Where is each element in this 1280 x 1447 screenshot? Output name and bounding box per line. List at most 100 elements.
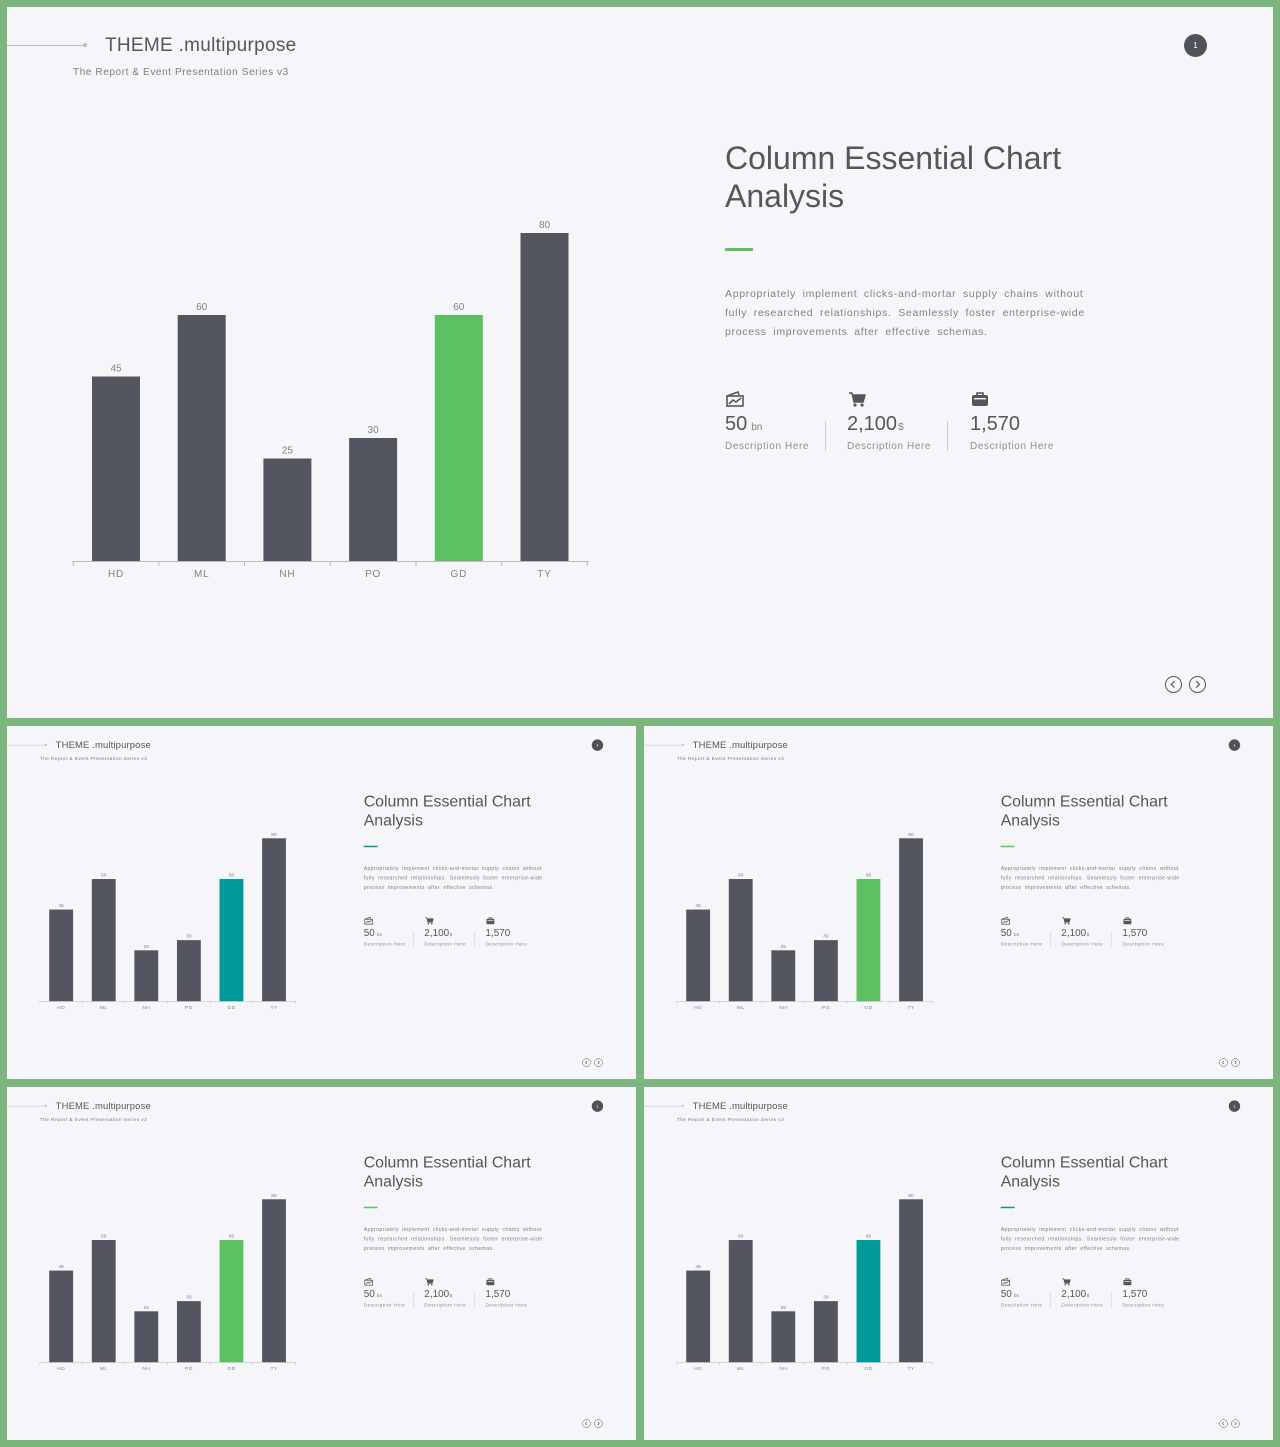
stat-item-3: 1,570 Description Here: [485, 917, 535, 947]
stat-value: 2,100: [424, 927, 450, 939]
page-number-badge: 1: [591, 739, 604, 751]
bar-value-label: 25: [781, 1305, 787, 1311]
page-number-badge: 1: [1228, 1100, 1241, 1112]
slide-thumbnail-4[interactable]: THEME .multipurpose The Report & Event P…: [644, 1087, 1273, 1440]
x-tick-label: PO: [185, 1366, 193, 1372]
brand-title: THEME .multipurpose: [55, 1100, 151, 1112]
slide-content: THEME .multipurpose The Report & Event P…: [7, 726, 636, 1079]
brand-title: THEME .multipurpose: [692, 739, 788, 751]
slide-thumbnail-2[interactable]: THEME .multipurpose The Report & Event P…: [644, 726, 1273, 1079]
slide-thumbnail-3[interactable]: THEME .multipurpose The Report & Event P…: [7, 1087, 636, 1440]
brand-title: THEME .multipurpose: [692, 1100, 788, 1112]
briefcase-icon: [486, 917, 495, 925]
stat-unit: $: [449, 1293, 453, 1299]
chart-bar-ml: [177, 315, 226, 561]
chart-card-icon: [364, 916, 374, 925]
stat-item-3: 1,570 Description Here: [970, 391, 1070, 452]
bar-value-label: 60: [101, 1234, 107, 1240]
stat-description: Description Here: [1000, 941, 1043, 948]
bar-value-label: 60: [738, 873, 744, 879]
prev-slide-button[interactable]: [1219, 1419, 1228, 1428]
stat-value: 2,100: [847, 413, 898, 435]
x-tick-label: GD: [227, 1366, 235, 1372]
x-tick-label: TY: [907, 1005, 914, 1011]
stat-unit: $: [898, 422, 904, 433]
stat-unit: bn: [1013, 1293, 1020, 1299]
next-slide-button[interactable]: [1231, 1419, 1240, 1428]
bar-value-label: 60: [866, 873, 872, 879]
brand-subtitle: The Report & Event Presentation Series v…: [39, 1116, 148, 1123]
chart-bar-gd: [219, 1240, 244, 1363]
chevron-right-icon: [597, 1421, 600, 1426]
header-decoration-line: [7, 45, 85, 46]
shopping-cart-icon: [1062, 917, 1071, 925]
briefcase-icon: [972, 392, 988, 406]
accent-divider: [725, 248, 753, 251]
slide-content: THEME .multipurpose The Report & Event P…: [644, 1087, 1273, 1440]
stat-description: Description Here: [1122, 941, 1165, 948]
slide-thumbnail-1[interactable]: THEME .multipurpose The Report & Event P…: [7, 726, 636, 1079]
chevron-left-icon: [1170, 680, 1175, 688]
bar-value-label: 45: [110, 364, 122, 375]
x-tick-label: NH: [279, 569, 295, 580]
chart-bar-nh: [771, 950, 796, 1002]
chart-card-icon: [1001, 916, 1011, 925]
stat-value: 2,100: [1061, 927, 1087, 939]
x-tick-label: NH: [779, 1005, 787, 1011]
briefcase-icon: [1123, 917, 1132, 925]
stat-value-row: 2,100$: [847, 414, 947, 438]
stat-item-1: 50 bn Description Here: [1001, 1277, 1051, 1308]
stat-value: 1,570: [485, 927, 511, 939]
chart-bar-nh: [134, 950, 159, 1002]
stat-item-3: 1,570 Description Here: [1122, 917, 1172, 947]
slide-heading: Column Essential Chart Analysis: [725, 140, 1062, 214]
stat-item-2: 2,100$ Description Here: [1061, 1278, 1111, 1308]
stat-description: Description Here: [1122, 1302, 1165, 1309]
column-chart: 45 HD 60 ML 25 NH 30 PO 60 GD 80 TY: [72, 220, 589, 580]
shopping-cart-icon: [1062, 1278, 1071, 1286]
bar-value-label: 60: [101, 873, 107, 879]
next-slide-button[interactable]: [1231, 1058, 1240, 1067]
accent-divider: [1000, 1206, 1015, 1209]
briefcase-icon: [1123, 1278, 1132, 1286]
page-number-badge: 1: [1184, 34, 1207, 57]
chart-card-icon: [1001, 1277, 1011, 1286]
chevron-right-icon: [1234, 1421, 1237, 1426]
chart-bar-po: [813, 1301, 838, 1363]
x-tick-label: TY: [270, 1005, 277, 1011]
bar-value-label: 60: [738, 1234, 744, 1240]
chart-bar-gd: [856, 1240, 881, 1363]
column-chart: 45 HD 60 ML 25 NH 30 PO 60 GD 80 TY: [39, 1193, 297, 1372]
chart-bar-ty: [899, 1199, 923, 1363]
stat-item-2: 2,100$ Description Here: [847, 391, 947, 452]
prev-slide-button[interactable]: [582, 1419, 591, 1428]
next-slide-button[interactable]: [594, 1419, 603, 1428]
stat-unit: $: [1086, 1293, 1090, 1299]
stat-item-1: 50 bn Description Here: [1000, 916, 1051, 948]
x-tick-label: HD: [694, 1005, 702, 1011]
x-tick-label: HD: [694, 1366, 702, 1372]
column-chart: 45 HD 60 ML 25 NH 30 PO 60 GD 80 TY: [676, 832, 934, 1011]
stat-item-3: 1,570 Description Here: [485, 1278, 535, 1308]
chevron-left-icon: [585, 1060, 588, 1065]
shopping-cart-icon: [849, 392, 866, 407]
bar-value-label: 30: [368, 425, 380, 436]
x-tick-label: PO: [365, 569, 381, 580]
stat-description: Description Here: [970, 441, 1055, 452]
chart-bar-po: [176, 1301, 201, 1363]
x-tick-label: ML: [737, 1366, 745, 1372]
stat-value: 50: [1000, 1288, 1012, 1300]
bar-value-label: 25: [781, 944, 787, 950]
chart-bar-ty: [262, 838, 286, 1002]
x-tick-label: PO: [185, 1005, 193, 1011]
prev-slide-button[interactable]: [1165, 676, 1182, 693]
stat-unit: bn: [376, 1293, 383, 1299]
prev-slide-button[interactable]: [582, 1058, 591, 1067]
chart-bar-nh: [134, 1311, 159, 1363]
stat-value-row: 50 bn: [1001, 1289, 1051, 1301]
stat-description: Description Here: [725, 441, 810, 452]
next-slide-button[interactable]: [594, 1058, 603, 1067]
prev-slide-button[interactable]: [1219, 1058, 1228, 1067]
next-slide-button[interactable]: [1189, 676, 1206, 693]
chart-bar-po: [813, 940, 838, 1002]
